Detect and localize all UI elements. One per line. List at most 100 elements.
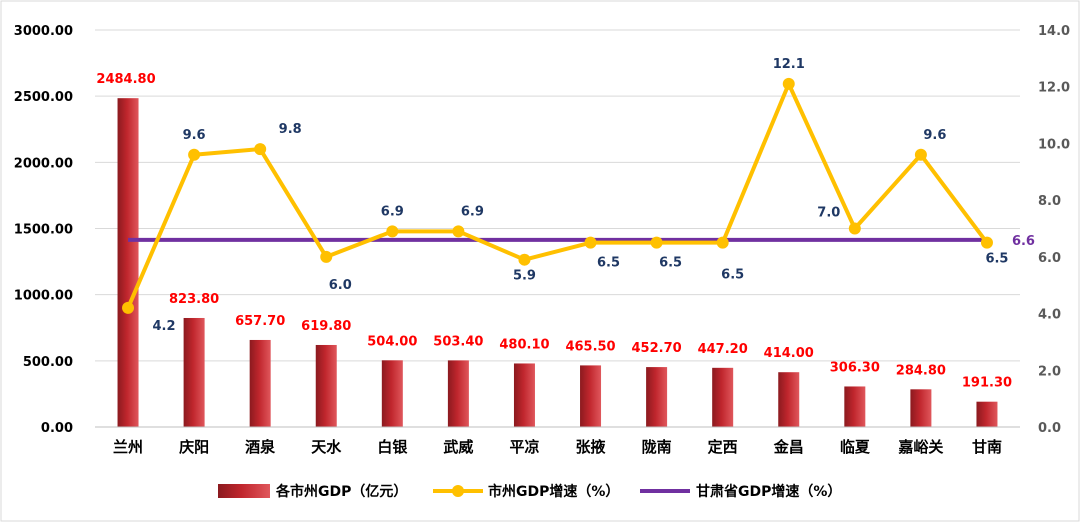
city-growth-point bbox=[848, 222, 861, 235]
right-y-tick-label: 2.0 bbox=[1038, 364, 1061, 379]
city-growth-value-label: 4.2 bbox=[153, 319, 176, 334]
bar bbox=[447, 360, 469, 427]
left-y-tick-label: 2500.00 bbox=[14, 90, 73, 105]
bar-value-label: 447.20 bbox=[698, 342, 748, 357]
city-growth-point bbox=[518, 253, 531, 266]
right-y-axis: 0.0 2.0 4.0 6.0 8.0 10.0 12.0 14.0 bbox=[1038, 24, 1070, 436]
city-growth-value-label: 5.9 bbox=[513, 269, 536, 284]
city-growth-value-label: 6.9 bbox=[461, 204, 484, 219]
right-y-tick-label: 10.0 bbox=[1038, 137, 1070, 152]
legend-bar-swatch bbox=[218, 484, 270, 498]
bar-value-label: 306.30 bbox=[830, 360, 880, 375]
x-tick-label: 平凉 bbox=[509, 438, 539, 456]
bar-value-label: 503.40 bbox=[433, 334, 483, 349]
x-axis: 兰州 庆阳 酒泉 天水 白银 武威 平凉 张掖 陇南 定西 金昌 临夏 嘉峪关 甘南 bbox=[95, 426, 1020, 456]
city-growth-value-label: 6.5 bbox=[659, 256, 682, 271]
city-growth-point bbox=[254, 143, 267, 156]
left-y-axis: 0.00 500.00 1000.00 1500.00 2000.00 2500.00 30… bbox=[14, 24, 73, 436]
bar bbox=[315, 344, 337, 427]
bar-value-label: 657.70 bbox=[235, 314, 285, 329]
legend-city-marker bbox=[452, 485, 464, 497]
legend-city-label: 市州GDP增速（%） bbox=[488, 483, 619, 500]
bar bbox=[844, 386, 866, 427]
left-y-tick-label: 1500.00 bbox=[14, 223, 73, 238]
x-tick-label: 白银 bbox=[377, 438, 408, 456]
x-tick-label: 酒泉 bbox=[245, 438, 276, 456]
right-y-tick-label: 0.0 bbox=[1038, 421, 1061, 436]
bar bbox=[580, 365, 602, 427]
bar bbox=[712, 367, 734, 427]
city-growth-point bbox=[650, 236, 663, 249]
bar bbox=[513, 363, 535, 427]
bar bbox=[249, 339, 271, 427]
bar-value-label: 452.70 bbox=[632, 341, 682, 356]
city-growth-value-label: 6.5 bbox=[597, 256, 620, 271]
x-tick-label: 张掖 bbox=[576, 438, 607, 456]
x-tick-label: 庆阳 bbox=[179, 438, 209, 456]
city-growth-point bbox=[452, 225, 465, 238]
left-y-tick-label: 500.00 bbox=[23, 355, 73, 370]
city-growth-value-label: 6.0 bbox=[329, 278, 352, 293]
gridlines bbox=[95, 29, 1020, 362]
city-growth-point bbox=[188, 148, 201, 161]
x-tick-label: 临夏 bbox=[840, 438, 871, 456]
left-y-tick-label: 1000.00 bbox=[14, 289, 73, 304]
city-growth-value-label: 9.6 bbox=[923, 128, 946, 143]
legend: 各市州GDP（亿元） 市州GDP增速（%） 甘肃省GDP增速（%） bbox=[218, 483, 841, 500]
bar bbox=[183, 317, 205, 427]
city-growth-value-label: 6.9 bbox=[381, 204, 404, 219]
city-growth-value-label: 9.6 bbox=[183, 128, 206, 143]
bar-value-label: 504.00 bbox=[367, 334, 417, 349]
left-y-tick-label: 2000.00 bbox=[14, 156, 73, 171]
x-tick-label: 嘉峪关 bbox=[897, 438, 943, 456]
bar-value-label: 619.80 bbox=[301, 319, 351, 334]
right-y-tick-label: 8.0 bbox=[1038, 194, 1061, 209]
x-tick-label: 陇南 bbox=[642, 438, 672, 456]
bar-value-label: 414.00 bbox=[764, 346, 814, 361]
city-growth-line-path bbox=[126, 81, 989, 309]
bar bbox=[646, 367, 668, 427]
bar-value-label: 480.10 bbox=[499, 337, 549, 352]
province-growth-label: 6.6 bbox=[1012, 234, 1035, 249]
x-tick-label: 甘南 bbox=[972, 438, 1002, 456]
bar-value-label: 2484.80 bbox=[96, 72, 155, 87]
city-growth-point bbox=[320, 250, 333, 263]
left-y-tick-label: 3000.00 bbox=[14, 24, 73, 39]
city-growth-point bbox=[584, 236, 597, 249]
city-growth-point bbox=[386, 225, 399, 238]
bar-value-label: 465.50 bbox=[565, 339, 615, 354]
right-y-tick-label: 12.0 bbox=[1038, 81, 1070, 96]
bar bbox=[117, 98, 139, 427]
city-growth-value-label: 7.0 bbox=[817, 206, 840, 221]
x-tick-label: 武威 bbox=[443, 438, 473, 456]
bar-value-label: 284.80 bbox=[896, 363, 946, 378]
city-growth-point bbox=[980, 236, 993, 249]
city-growth-value-label: 9.8 bbox=[279, 122, 302, 137]
city-growth-value-label: 6.5 bbox=[985, 252, 1008, 267]
bar bbox=[381, 360, 403, 427]
legend-province-label: 甘肃省GDP增速（%） bbox=[696, 483, 841, 500]
bar-value-label: 823.80 bbox=[169, 292, 219, 307]
bar bbox=[910, 389, 932, 427]
right-y-tick-label: 14.0 bbox=[1038, 24, 1070, 39]
x-tick-label: 兰州 bbox=[113, 438, 143, 456]
bar bbox=[976, 401, 998, 427]
bar-value-label: 191.30 bbox=[962, 376, 1012, 391]
bar bbox=[778, 372, 800, 427]
x-tick-label: 定西 bbox=[708, 438, 738, 456]
city-growth-point bbox=[716, 236, 729, 249]
right-y-tick-label: 6.0 bbox=[1038, 251, 1061, 266]
city-growth-line bbox=[122, 77, 993, 314]
city-growth-value-label: 6.5 bbox=[721, 268, 744, 283]
province-growth-line: 6.6 bbox=[128, 234, 1035, 249]
right-y-tick-label: 4.0 bbox=[1038, 308, 1061, 323]
city-growth-value-label: 12.1 bbox=[773, 57, 805, 72]
left-y-tick-label: 0.00 bbox=[41, 421, 73, 436]
city-growth-point bbox=[782, 77, 795, 90]
city-growth-point bbox=[914, 148, 927, 161]
gdp-bars bbox=[117, 98, 998, 427]
legend-bar-label: 各市州GDP（亿元） bbox=[275, 483, 407, 500]
